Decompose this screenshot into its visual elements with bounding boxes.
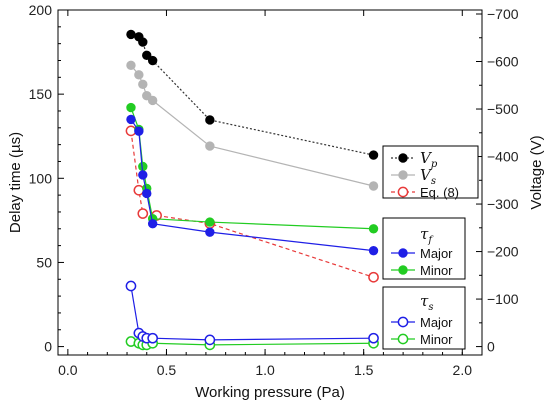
data-point-tf_minor <box>205 217 215 227</box>
data-point-Vp <box>142 50 152 61</box>
data-point-tf_minor <box>126 102 136 113</box>
x-tick-label: 1.0 <box>255 362 275 378</box>
data-point-Eq8 <box>368 271 379 283</box>
y-left-tick-label: 200 <box>29 2 53 18</box>
series-line-Vs <box>130 64 374 187</box>
x-tick-label: 0.5 <box>157 362 177 378</box>
data-point-Vp <box>205 115 215 125</box>
series-line-ts_major <box>130 285 374 341</box>
data-point-Vs <box>147 95 158 106</box>
plot-border <box>57 9 483 356</box>
series-tf_minor <box>126 102 379 234</box>
data-point-ts_major <box>125 280 137 292</box>
y-right-tick-label: −500 <box>487 101 519 117</box>
tau-s-legend-item-marker <box>397 333 409 345</box>
y-right-axis-title: Voltage (V) <box>528 135 545 209</box>
y-right-tick-label: −300 <box>487 196 519 212</box>
data-point-Eq8 <box>137 208 149 219</box>
series-line-ts_minor <box>130 340 374 346</box>
data-point-ts_major <box>368 332 379 344</box>
data-point-ts_major <box>204 334 216 346</box>
data-point-tf_major <box>368 245 379 256</box>
data-point-tf_major <box>142 188 152 199</box>
tau-f-legend-item-marker <box>398 248 408 258</box>
voltage-legend-label: Eq. (8) <box>420 185 459 200</box>
data-point-Vp <box>368 150 379 160</box>
tau-f-legend-label: Minor <box>420 263 453 278</box>
data-point-Vs <box>368 181 379 191</box>
series-line-Vp <box>130 33 374 156</box>
data-point-Vp <box>147 55 158 66</box>
data-point-Vs <box>138 79 148 90</box>
y-right-tick-label: −600 <box>487 54 519 70</box>
y-right-tick-label: 0 <box>487 339 495 355</box>
y-left-tick-label: 100 <box>29 170 53 186</box>
x-tick-label: 0.0 <box>58 362 78 378</box>
y-right-tick-label: −100 <box>487 291 519 307</box>
x-axis-title: Working pressure (Pa) <box>195 384 345 401</box>
data-point-tf_major <box>126 114 136 125</box>
tau-f-legend <box>382 217 466 280</box>
voltage-legend-item-marker <box>398 153 408 163</box>
tau-s-legend-label: Minor <box>420 332 453 347</box>
series-ts_major <box>125 280 379 346</box>
series-line-tf_major <box>130 119 374 252</box>
series-Eq8 <box>125 125 379 283</box>
y-right-tick-label: −400 <box>487 149 519 165</box>
voltage-legend-item-marker <box>397 186 409 198</box>
axis-layer: 0.0 0.5 1.0 1.5 2.0 0 50 100 150 200 0 −100 −200 −300… <box>7 2 545 401</box>
y-right-tick-label: −700 <box>487 6 519 22</box>
data-point-tf_minor <box>368 224 379 234</box>
tau-f-legend-label: Major <box>420 246 453 261</box>
series-Vp <box>126 29 379 160</box>
tau-f-legend-item-marker <box>398 265 408 275</box>
tau-s-legend-item-marker <box>397 316 409 328</box>
data-point-Vs <box>134 70 144 80</box>
y-left-tick-label: 50 <box>36 254 52 270</box>
data-point-tf_major <box>138 170 148 180</box>
series-layer <box>125 29 379 351</box>
data-point-Vp <box>126 29 136 40</box>
data-point-ts_major <box>147 332 159 344</box>
tau-s-legend-title: τs <box>420 292 433 313</box>
data-point-tf_major <box>205 227 215 237</box>
x-tick-label: 1.5 <box>354 362 374 378</box>
plot-frame <box>57 9 483 356</box>
y-left-tick-label: 150 <box>29 86 53 102</box>
voltage-legend-label: Vs <box>420 166 436 187</box>
series-line-Eq8 <box>130 130 374 278</box>
data-point-Vs <box>126 60 136 71</box>
data-point-tf_major <box>147 219 158 229</box>
y-left-axis-title: Delay time (µs) <box>7 132 24 233</box>
voltage-legend-item-marker <box>398 170 408 180</box>
y-right-tick-label: −200 <box>487 244 519 260</box>
data-point-tf_major <box>134 126 144 136</box>
series-tf_major <box>126 114 379 256</box>
data-point-Vs <box>205 141 215 151</box>
tau-f-legend-title: τf <box>420 225 434 246</box>
voltage-legend-label: Vp <box>420 149 438 170</box>
x-tick-label: 2.0 <box>453 362 473 378</box>
series-line-tf_minor <box>130 107 374 230</box>
tau-s-legend-label: Major <box>420 315 453 330</box>
y-left-tick-label: 0 <box>44 339 52 355</box>
data-point-Vp <box>138 37 148 47</box>
series-Vs <box>126 60 379 191</box>
